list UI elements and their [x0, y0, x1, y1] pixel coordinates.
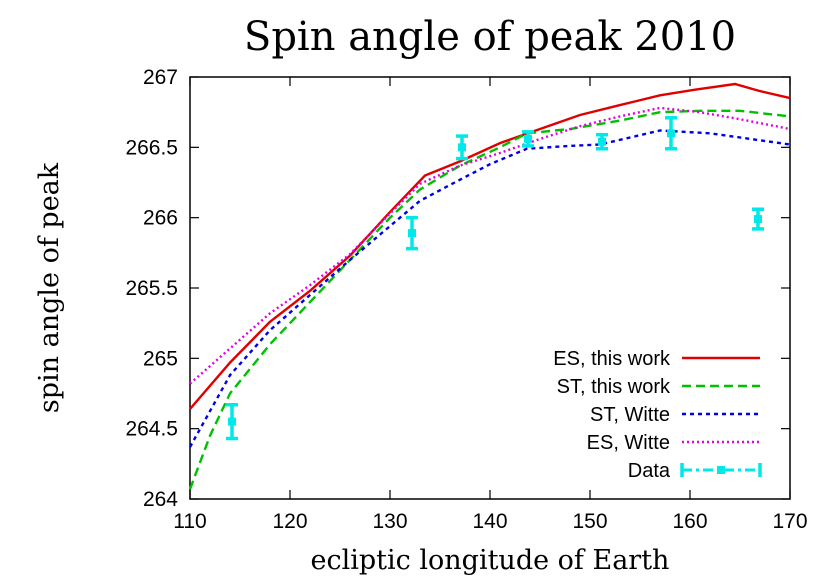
axis-ticks: 110 120 130 140 150 160 170 264 264.5 265 265.5 266…: [125, 66, 807, 533]
data-marker: [754, 215, 762, 224]
legend-marker: [717, 466, 725, 474]
x-tick-label: 170: [772, 510, 807, 533]
data-marker: [458, 143, 466, 152]
y-tick-label: 265: [143, 347, 178, 370]
legend-label: ST, Witte: [590, 404, 670, 426]
series-line-es-this-work: [189, 82, 791, 410]
y-tick-label: 265.5: [125, 277, 178, 300]
data-point: [522, 130, 534, 148]
series-line-st-witte: [188, 129, 791, 448]
series-lines: [188, 82, 791, 490]
x-axis-label: ecliptic longitude of Earth: [311, 545, 670, 576]
legend-label: ES, Witte: [587, 432, 670, 454]
legend-label: ST, this work: [557, 376, 671, 398]
data-marker: [667, 129, 675, 138]
chart-title: Spin angle of peak 2010: [244, 14, 736, 60]
data-point: [665, 116, 677, 151]
x-tick-label: 120: [272, 510, 307, 533]
y-tick-label: 264.5: [125, 418, 178, 441]
data-marker: [524, 134, 532, 143]
x-tick-label: 140: [472, 510, 507, 533]
data-point: [406, 215, 418, 251]
plot-frame: [189, 76, 791, 500]
data-point: [596, 132, 608, 151]
y-tick-label: 264: [143, 488, 178, 511]
x-tick-label: 110: [173, 510, 206, 533]
y-axis-label: spin angle of peak: [34, 162, 65, 413]
series-line-es-witte: [189, 106, 791, 385]
data-point: [226, 403, 238, 441]
y-tick-label: 267: [143, 66, 178, 89]
x-tick-label: 150: [572, 510, 607, 533]
legend-label: Data: [628, 460, 671, 482]
data-marker: [598, 137, 606, 146]
legend-label: ES, this work: [553, 348, 671, 370]
x-tick-label: 130: [372, 510, 407, 533]
series-line-st-this-work: [188, 109, 791, 490]
x-tick-label: 160: [672, 510, 707, 533]
data-marker: [408, 229, 416, 238]
data-marker: [228, 417, 236, 426]
data-point: [752, 207, 764, 231]
data-point: [456, 134, 468, 161]
legend: ES, this work ST, this work ST, Witte ES, W…: [553, 348, 762, 482]
y-tick-label: 266: [143, 207, 178, 230]
y-tick-label: 266.5: [125, 136, 178, 159]
data-points: [226, 116, 764, 441]
